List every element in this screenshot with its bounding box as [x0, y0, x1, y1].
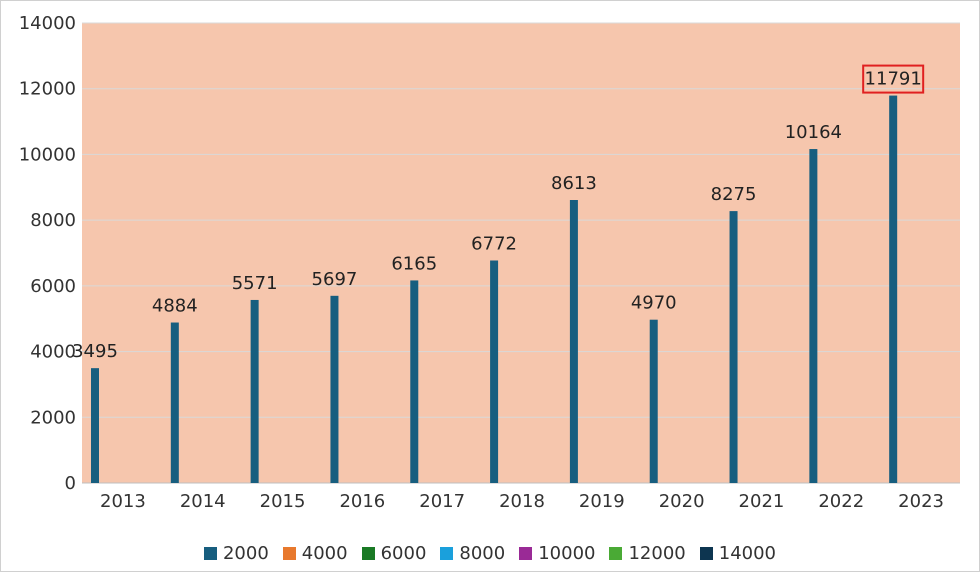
data-label-2013: 3495 [72, 341, 118, 362]
legend-item: 12000 [609, 542, 686, 564]
legend-item: 2000 [203, 542, 269, 564]
x-tick-label: 2022 [818, 491, 864, 512]
legend-swatch [361, 546, 375, 560]
y-tick-label: 8000 [30, 210, 76, 231]
legend-swatch [699, 546, 713, 560]
x-tick-label: 2018 [499, 491, 545, 512]
data-label-2023: 11791 [865, 69, 922, 90]
x-axis-ticks: 2013 2014 2015 2016 2017 2018 2019 2020 2021 2022… [100, 491, 944, 512]
plot-area [82, 23, 960, 483]
x-tick-label: 2020 [659, 491, 705, 512]
x-tick-label: 2013 [100, 491, 146, 512]
legend-item: 10000 [519, 543, 595, 564]
x-tick-label: 2017 [419, 491, 465, 512]
legend: 2000 4000 6000 8000 10000 12000 14000 [0, 539, 980, 567]
y-tick-label: 2000 [30, 407, 76, 428]
legend-item: 14000 [699, 542, 777, 564]
legend-swatch [609, 546, 623, 560]
y-tick-label: 0 [65, 473, 76, 494]
data-labels: 3495 4884 5571 5697 6165 6772 8613 4970 8275 1016… [72, 64, 925, 362]
data-label-2019: 8613 [551, 173, 597, 194]
data-label-2021: 8275 [711, 184, 757, 205]
y-tick-label: 14000 [19, 13, 76, 34]
bar-2018 [490, 260, 499, 483]
x-tick-label: 2014 [180, 491, 226, 512]
legend-label: 12000 [628, 542, 686, 564]
highlight-box [862, 64, 925, 94]
legend-item: 8000 [440, 543, 505, 564]
legend-swatch [203, 546, 217, 560]
bar-2015 [250, 299, 259, 483]
x-tick-label: 2016 [339, 491, 385, 512]
bars [91, 95, 898, 484]
bar-2017 [410, 280, 419, 483]
bar-2023 [889, 95, 898, 484]
data-label-2022: 10164 [785, 122, 842, 143]
x-tick-label: 2019 [579, 491, 625, 512]
x-tick-label: 2023 [898, 491, 944, 512]
legend-label: 2000 [222, 542, 269, 564]
legend-item: 4000 [282, 542, 348, 564]
bar-2016 [330, 295, 339, 483]
legend-label: 10000 [538, 542, 596, 564]
legend-label: 14000 [718, 542, 777, 564]
legend-label: 6000 [380, 542, 427, 564]
legend-swatch [440, 546, 454, 560]
x-tick-label: 2015 [260, 491, 306, 512]
y-tick-label: 10000 [19, 144, 76, 165]
data-label-2018: 6772 [471, 233, 517, 254]
data-label-2016: 5697 [312, 269, 358, 290]
data-label-2017: 6165 [391, 253, 437, 274]
bar-2022 [809, 149, 818, 484]
data-label-2015: 5571 [232, 273, 278, 294]
bar-2019 [569, 200, 578, 483]
y-axis-ticks: 0 2000 4000 6000 8000 10000 12000 14000 [19, 13, 76, 494]
y-tick-label: 6000 [30, 276, 76, 297]
y-tick-label: 4000 [30, 342, 76, 363]
bar-2014 [170, 322, 179, 483]
legend-swatch [519, 546, 533, 560]
x-tick-label: 2021 [739, 491, 785, 512]
data-label-2020: 4970 [631, 293, 677, 314]
bar-2013 [91, 368, 99, 483]
bar-2020 [649, 319, 658, 483]
y-tick-label: 12000 [19, 79, 76, 100]
legend-swatch [282, 546, 296, 560]
bar-2021 [729, 211, 738, 483]
legend-item: 6000 [361, 542, 427, 564]
legend-label: 8000 [459, 542, 506, 564]
data-label-2014: 4884 [152, 296, 198, 317]
legend-label: 4000 [301, 542, 348, 564]
